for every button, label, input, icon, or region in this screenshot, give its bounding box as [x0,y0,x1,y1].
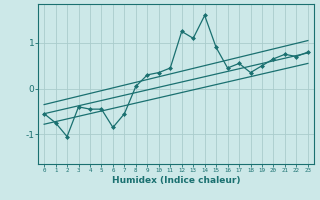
X-axis label: Humidex (Indice chaleur): Humidex (Indice chaleur) [112,176,240,185]
